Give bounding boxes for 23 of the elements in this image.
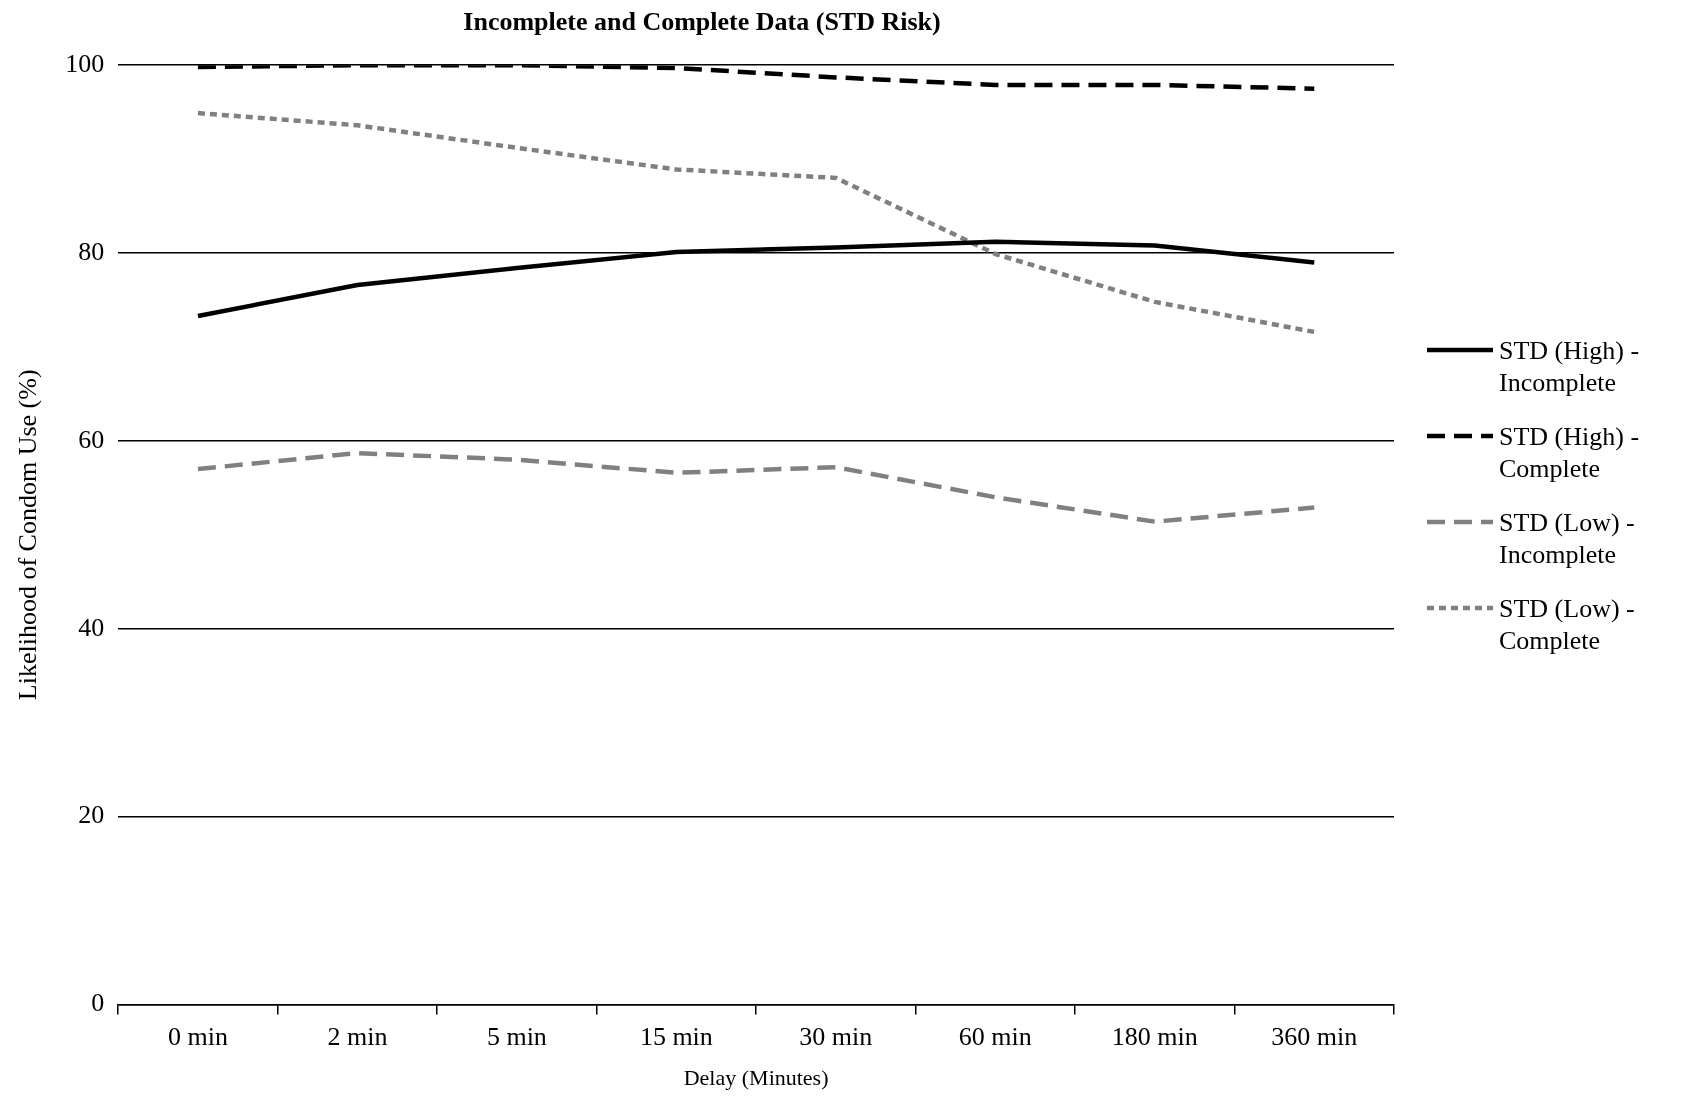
y-tick-label: 80: [78, 236, 105, 266]
x-tick-label: 2 min: [327, 1021, 388, 1051]
x-tick-label: 0 min: [167, 1021, 228, 1051]
x-tick-label: 180 min: [1111, 1021, 1198, 1051]
x-axis-title: Delay (Minutes): [683, 1064, 829, 1090]
y-axis-title: Likelihood of Condom Use (%): [13, 369, 43, 701]
y-tick-label: 40: [78, 612, 105, 642]
x-tick-label: 60 min: [958, 1021, 1032, 1051]
x-tick-label: 30 min: [799, 1021, 873, 1051]
y-tick-label: 60: [78, 424, 105, 454]
chart-title: Incomplete and Complete Data (STD Risk): [463, 7, 941, 37]
x-tick-label: 5 min: [486, 1021, 547, 1051]
legend-label: STD (Low) - Incomplete: [1499, 507, 1636, 571]
x-tick-label: 15 min: [639, 1021, 713, 1051]
y-tick-label: 100: [65, 49, 105, 79]
y-tick-label: 20: [78, 800, 105, 830]
legend-label: STD (Low) - Complete: [1499, 593, 1636, 657]
y-tick-label: 0: [91, 988, 105, 1018]
legend-label: STD (High) - Complete: [1499, 421, 1641, 485]
legend-label: STD (High) - Incomplete: [1499, 335, 1641, 399]
line-series: [195, 110, 1317, 335]
x-tick-label: 360 min: [1271, 1021, 1358, 1051]
line-series: [195, 450, 1317, 524]
